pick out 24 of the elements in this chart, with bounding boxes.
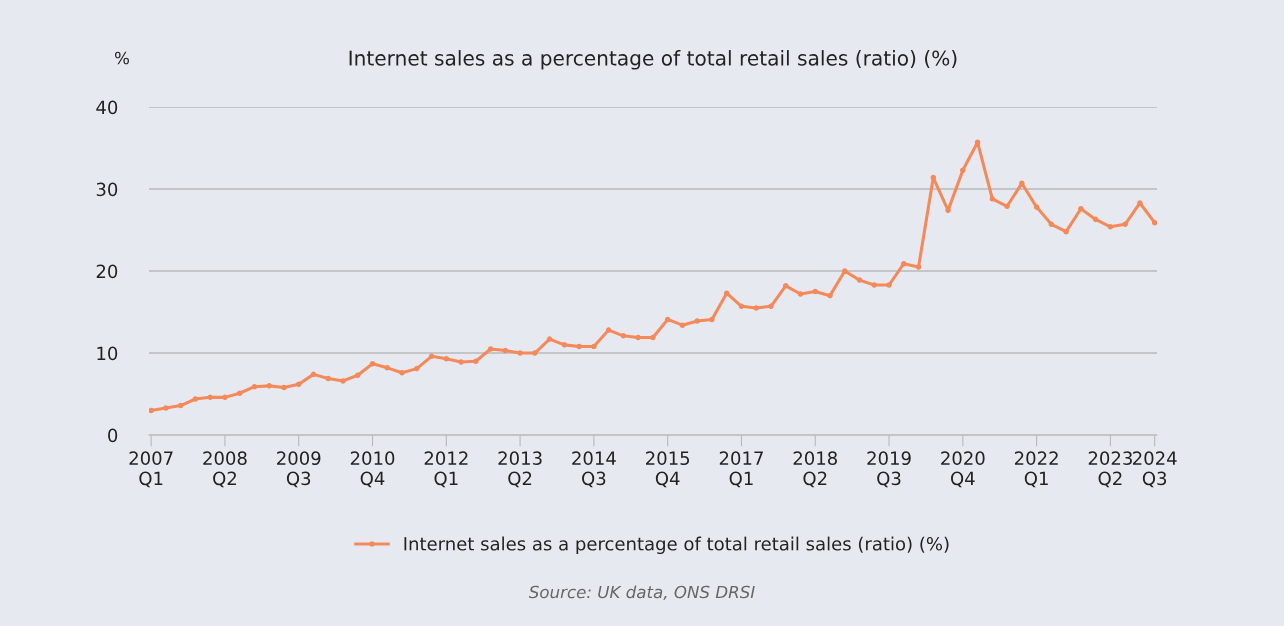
x-tick-label: 2015 Q4 xyxy=(646,451,690,488)
chart-title: Internet sales as a percentage of total retail sales (ratio) (%) xyxy=(349,50,957,70)
x-tick-label: 2020 Q4 xyxy=(941,451,985,488)
x-tick-label: 2018 Q2 xyxy=(793,451,837,488)
y-tick-label: 30 xyxy=(96,182,118,197)
y-axis-title: % xyxy=(114,51,129,65)
y-tick-label: 20 xyxy=(96,264,118,279)
x-tick-label: 2023 Q2 xyxy=(1088,451,1132,488)
x-tick-label: 2008 Q2 xyxy=(203,451,247,488)
source-note: Source: UK data, ONS DRSI xyxy=(528,585,755,600)
x-tick-label: 2013 Q2 xyxy=(498,451,542,488)
legend-label: Internet sales as a percentage of total retail sales (ratio) (%) xyxy=(404,536,949,555)
y-tick-label: 40 xyxy=(96,100,118,115)
y-tick-label: 0 xyxy=(108,428,118,443)
x-tick-label: 2019 Q3 xyxy=(867,451,911,488)
x-tick-label: 2014 Q3 xyxy=(572,451,616,488)
x-tick-label: 2009 Q3 xyxy=(277,451,321,488)
y-tick-label: 10 xyxy=(97,346,118,361)
x-tick-label: 2017 Q1 xyxy=(719,451,763,488)
x-tick-label: 2024 Q3 xyxy=(1133,451,1177,488)
x-tick-label: 2022 Q1 xyxy=(1014,451,1058,488)
x-tick-label: 2007 Q1 xyxy=(129,451,173,488)
x-tick-label: 2010 Q4 xyxy=(350,451,395,488)
x-tick-label: 2012 Q1 xyxy=(424,451,468,488)
